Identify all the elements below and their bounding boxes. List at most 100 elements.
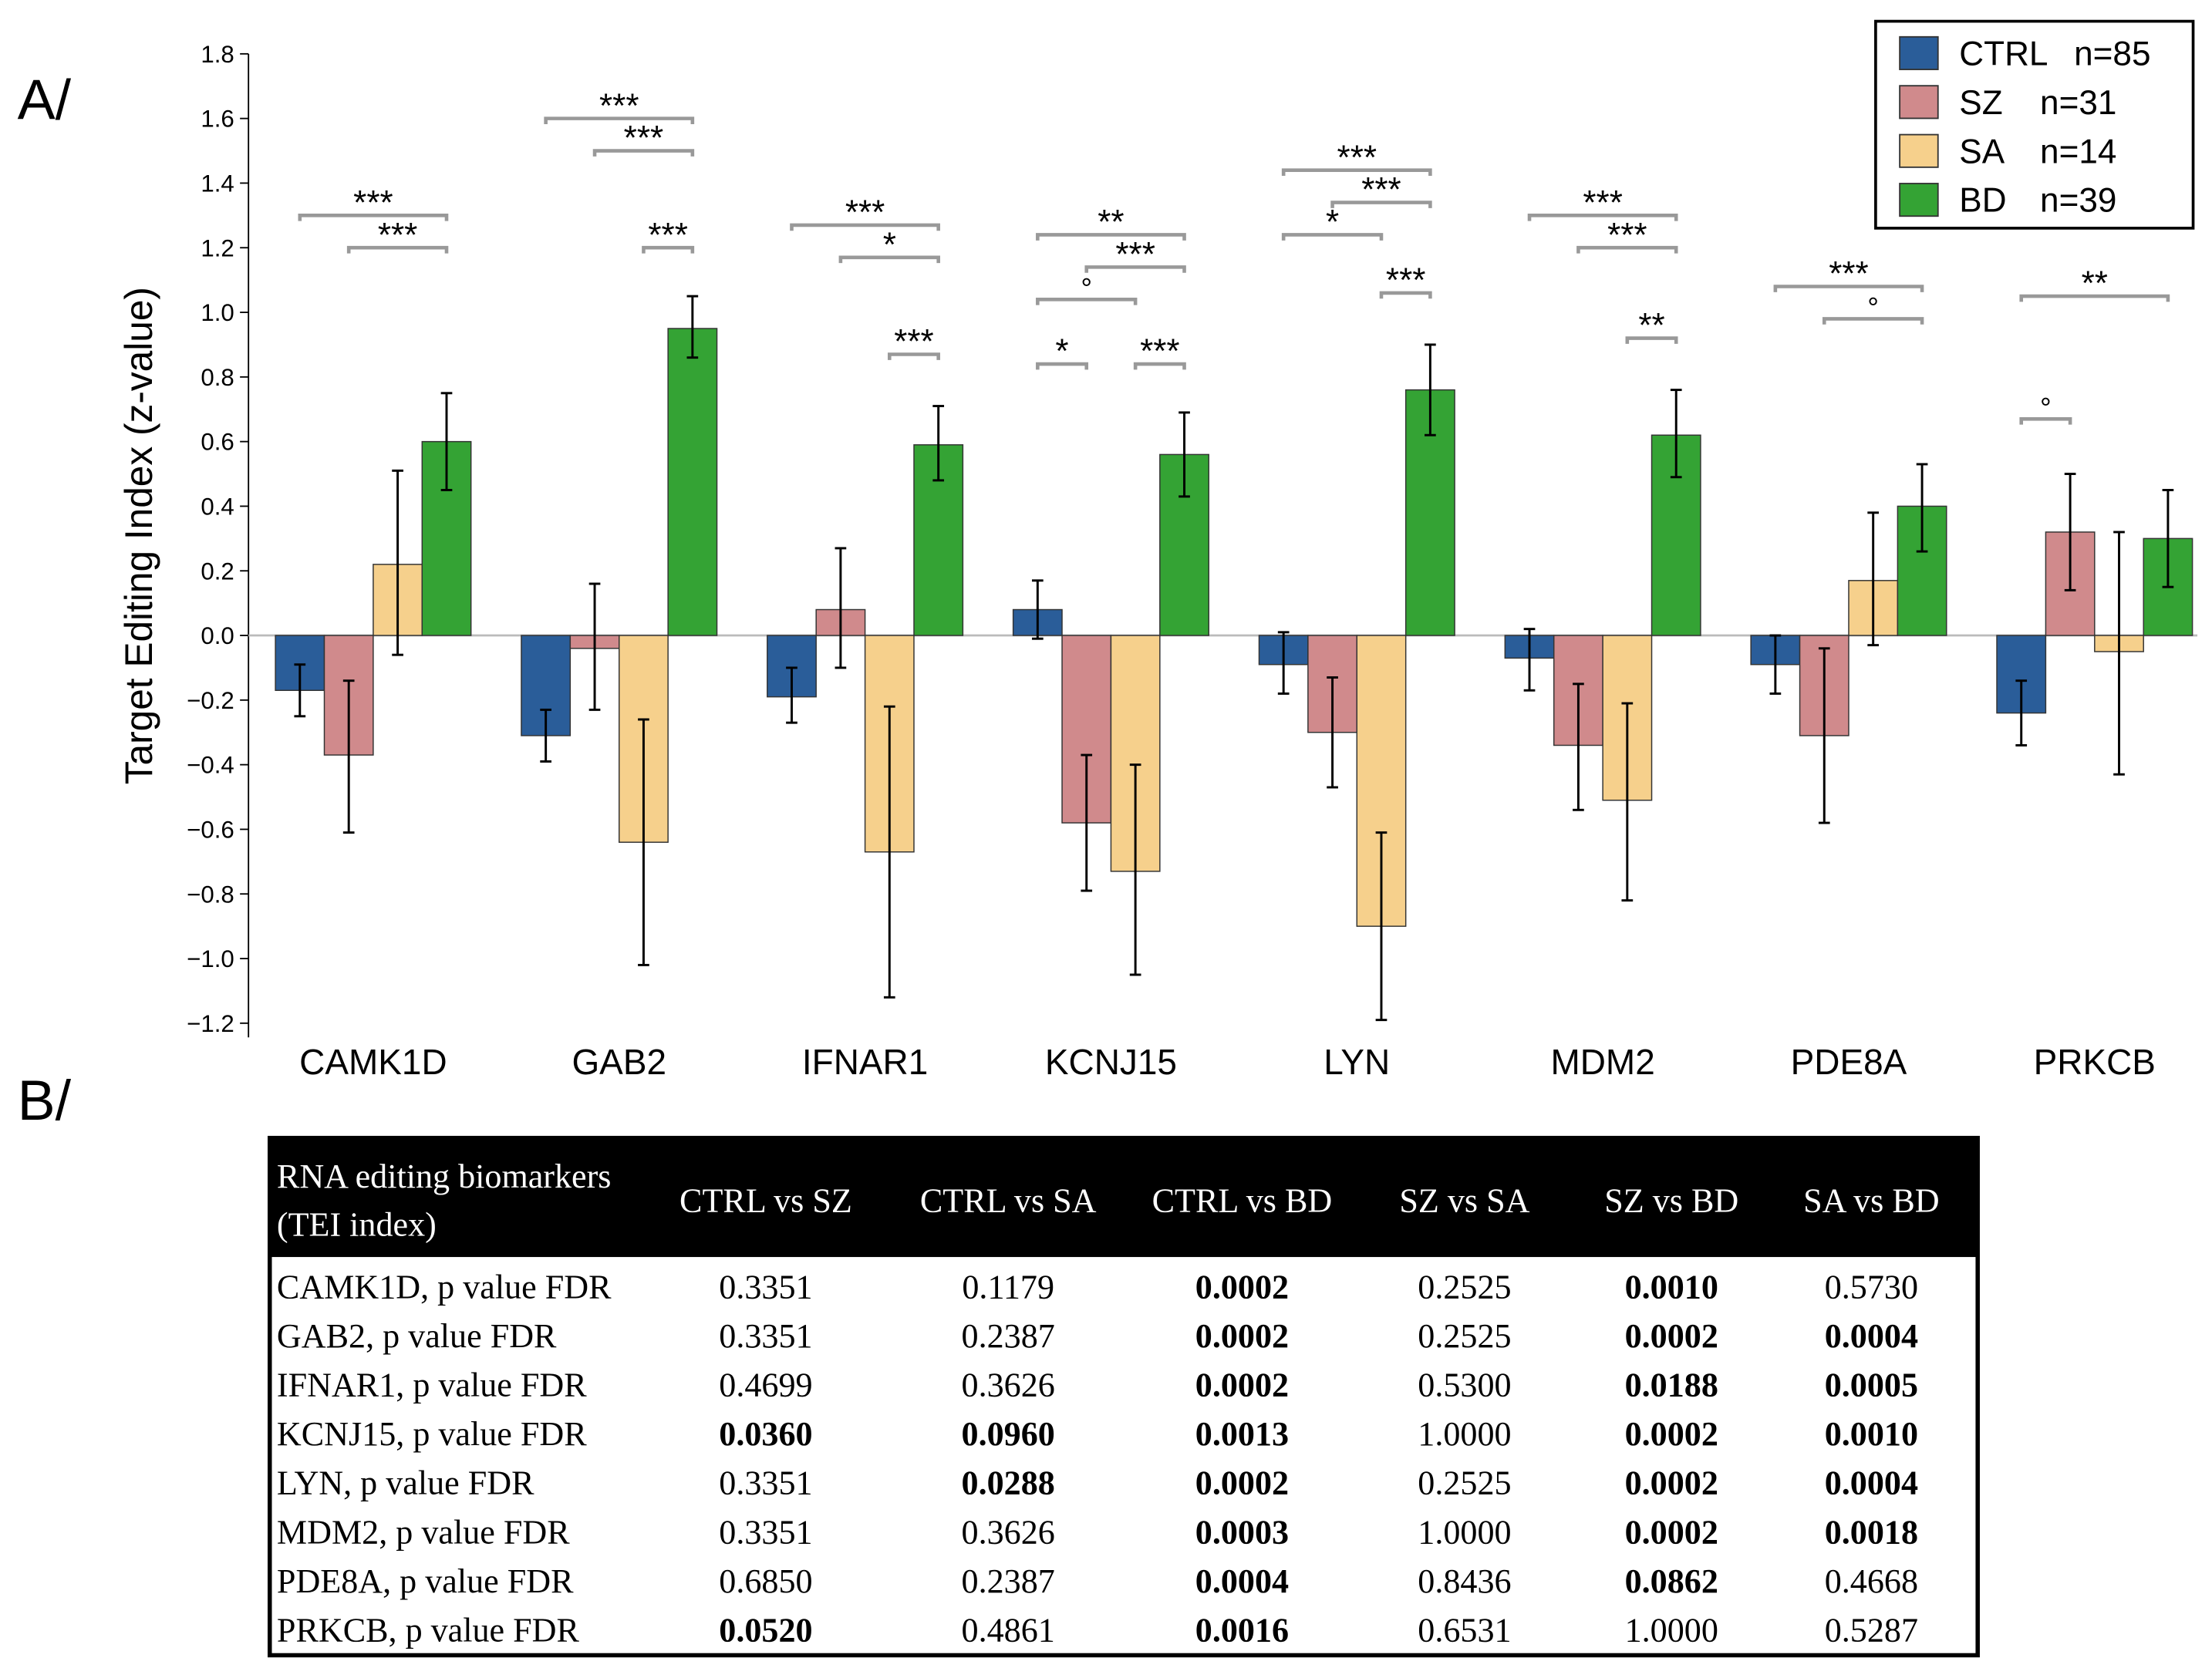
row-label: KCNJ15, p value FDR [277, 1415, 587, 1453]
legend-n: n=39 [2040, 182, 2116, 220]
table-cell: 0.2525 [1418, 1317, 1511, 1355]
table-cell: 0.0862 [1625, 1562, 1718, 1600]
row-label: MDM2, p value FDR [277, 1513, 570, 1551]
significance-label: *** [894, 323, 933, 361]
x-tick-label: MDM2 [1550, 1042, 1654, 1082]
x-tick-label: IFNAR1 [802, 1042, 928, 1082]
legend-swatch-sa [1899, 133, 1939, 168]
table-cell: 0.0002 [1625, 1513, 1718, 1551]
significance-label: ** [2082, 265, 2108, 302]
panel-label-a: A/ [18, 67, 72, 131]
table-cell: 0.2387 [962, 1317, 1055, 1355]
significance-label: *** [845, 194, 885, 231]
panel-label-b: B/ [18, 1068, 72, 1132]
table-cell: 0.4699 [719, 1366, 812, 1404]
significance-label: ** [1098, 204, 1124, 241]
table-cell: 0.0018 [1825, 1513, 1918, 1551]
significance-bracket [2019, 294, 2170, 302]
table-cell: 0.1179 [962, 1268, 1054, 1306]
table-cell: 0.3351 [719, 1464, 812, 1502]
significance-bracket [1281, 233, 1384, 241]
table-cell: 0.5287 [1825, 1611, 1918, 1649]
legend-n: n=14 [2040, 133, 2116, 170]
significance-label: ° [1867, 292, 1879, 324]
y-tick-label: 0.8 [201, 364, 234, 391]
table-cell: 0.0004 [1825, 1464, 1918, 1502]
table-cell: 0.2387 [962, 1562, 1055, 1600]
table-cell: 0.0960 [962, 1415, 1055, 1453]
column-header: CTRL vs BD [1152, 1181, 1333, 1219]
significance-bracket [1281, 168, 1432, 177]
table-cell: 0.0002 [1195, 1366, 1289, 1404]
significance-label: *** [1140, 332, 1179, 370]
row-label: GAB2, p value FDR [277, 1317, 557, 1355]
table-cell: 0.0004 [1825, 1317, 1918, 1355]
significance-bracket [838, 255, 940, 264]
significance-label: *** [353, 184, 393, 221]
y-tick-label: 1.2 [201, 234, 234, 261]
p-value-table: RNA editing biomarkers (TEI index) CTRL vs… [267, 1135, 1980, 1658]
x-tick-label: PRKCB [2034, 1042, 2156, 1082]
y-axis-label: Target Editing Index (z-value) [117, 287, 160, 784]
table-cell: 0.3351 [719, 1513, 812, 1551]
significance-bracket [1133, 362, 1186, 370]
row-label: PRKCB, p value FDR [277, 1611, 580, 1649]
legend-n: n=85 [2074, 35, 2150, 73]
legend-swatch-sz [1899, 85, 1939, 120]
bar-chart: 1.8 1.6 1.4 1.2 1.0 0.8 0.6 0.4 0.2 0.0 −0.2 −0.4 −0… [117, 41, 2198, 1082]
significance-label: * [883, 226, 896, 264]
x-tick-label: GAB2 [572, 1042, 666, 1082]
significance-bracket [887, 352, 940, 360]
significance-bracket [1330, 200, 1432, 208]
table-cell: 1.0000 [1418, 1415, 1511, 1453]
bar-bd-gab2 [667, 328, 718, 636]
row-label: LYN, p value FDR [277, 1464, 534, 1502]
y-tick-label: 1.0 [201, 299, 234, 326]
y-tick-label: 1.6 [201, 106, 234, 133]
legend-label: BD [1959, 182, 2006, 220]
table-cell: 0.3626 [962, 1513, 1055, 1551]
y-tick-label: −1.0 [187, 945, 234, 972]
table-cell: 0.4668 [1825, 1562, 1918, 1600]
legend-label: SA [1959, 133, 2005, 170]
table-cell: 1.0000 [1418, 1513, 1511, 1551]
y-tick-label: −0.8 [187, 881, 234, 908]
significance-bracket [544, 116, 695, 124]
significance-label: *** [378, 216, 417, 254]
table-cell: 0.0013 [1195, 1415, 1289, 1453]
significance-bracket [790, 223, 940, 231]
legend-swatch-bd [1899, 183, 1939, 217]
significance-bracket [1773, 285, 1924, 292]
table-cell: 0.6531 [1418, 1611, 1511, 1649]
significance-bracket [1084, 265, 1186, 273]
significance-bracket [2019, 417, 2072, 425]
y-tick-label: 0.4 [201, 493, 234, 520]
table-cell: 0.0520 [719, 1611, 812, 1649]
table-cell: 0.8436 [1418, 1562, 1511, 1600]
significance-label: * [1055, 332, 1068, 370]
table-cell: 0.0002 [1625, 1317, 1718, 1355]
row-label: PDE8A, p value FDR [277, 1562, 574, 1600]
x-tick-label: KCNJ15 [1045, 1042, 1177, 1082]
significance-bracket [1036, 233, 1186, 241]
significance-label: *** [1386, 261, 1425, 299]
y-tick-label: −0.6 [187, 816, 234, 843]
y-tick-label: 1.4 [201, 170, 234, 197]
significance-label: *** [599, 87, 639, 125]
significance-bracket [298, 214, 449, 221]
significance-label: *** [1829, 255, 1868, 293]
table-cell: 0.5300 [1418, 1366, 1511, 1404]
table-cell: 0.0002 [1625, 1464, 1718, 1502]
row-label: CAMK1D, p value FDR [277, 1268, 612, 1306]
x-tick-label: CAMK1D [299, 1042, 447, 1082]
table-cell: 0.2525 [1418, 1268, 1511, 1306]
table-cell: 1.0000 [1625, 1611, 1718, 1649]
table-cell: 0.0002 [1195, 1268, 1289, 1306]
table-cell: 0.0003 [1195, 1513, 1289, 1551]
legend-swatch-ctrl [1899, 35, 1939, 70]
table-cell: 0.3626 [962, 1366, 1055, 1404]
table-cell: 0.0288 [962, 1464, 1055, 1502]
significance-bracket [642, 245, 695, 254]
significance-label: *** [1337, 139, 1377, 177]
